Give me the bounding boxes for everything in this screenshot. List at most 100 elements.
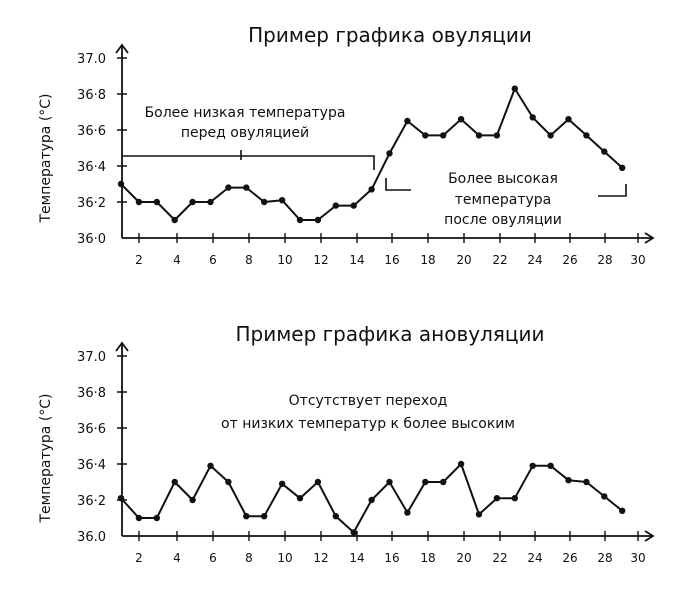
- y-tick-label: 36·2: [77, 196, 106, 211]
- x-tick-label: 24: [527, 253, 542, 267]
- x-tick-label: 18: [420, 253, 435, 267]
- temperature-series: [117, 85, 626, 224]
- data-point: [243, 513, 250, 520]
- x-tick-label: 8: [245, 551, 253, 565]
- x-tick-label: 30: [630, 551, 645, 565]
- x-tick-label: 26: [562, 253, 577, 267]
- x-tick-label: 22: [492, 253, 507, 267]
- data-point: [493, 495, 501, 502]
- x-tick-label: 20: [456, 253, 471, 267]
- chart-title: Пример графика ановуляции: [235, 322, 544, 346]
- x-tick-labels: 2 4 6 8 10 12 14 16 18 20 22 24 26 28 30: [135, 253, 645, 267]
- data-point: [511, 85, 518, 92]
- annotation-text: перед овуляцией: [181, 125, 309, 141]
- ovulation-chart: Пример графика овуляции Температура (°С)…: [38, 23, 655, 267]
- y-tick-label: 36.0: [77, 530, 106, 545]
- y-tick-labels: 36·0 36·2 36·4 36·6 36·8 37.0: [77, 52, 106, 247]
- data-point: [583, 478, 590, 486]
- data-point: [135, 198, 143, 206]
- x-tick-label: 14: [349, 551, 364, 565]
- anovulation-chart: Пример графика ановуляции Температура (°…: [38, 322, 655, 565]
- data-point: [475, 511, 483, 518]
- temperature-series: [117, 460, 626, 536]
- data-point: [511, 495, 518, 502]
- data-point: [332, 202, 339, 209]
- x-tick-label: 16: [384, 253, 399, 267]
- data-point: [565, 116, 572, 123]
- annotation-bracket-left: [385, 178, 411, 191]
- data-point: [296, 495, 304, 502]
- annotation-text: от низких температур к более высоким: [221, 416, 515, 432]
- data-point: [619, 507, 626, 514]
- axes: [115, 43, 655, 244]
- x-tick-label: 2: [135, 253, 143, 267]
- data-point: [314, 478, 322, 486]
- data-point: [601, 493, 608, 500]
- data-point: [261, 198, 268, 206]
- y-tick-label: 36·6: [77, 124, 106, 139]
- data-point: [457, 116, 465, 123]
- data-point: [171, 478, 178, 486]
- y-tick-label: 36·0: [77, 232, 106, 247]
- annotation-text: Отсутствует переход: [289, 393, 448, 409]
- data-point: [189, 496, 196, 504]
- data-point: [493, 132, 501, 139]
- annotation-bracket: [122, 150, 375, 170]
- x-tick-label: 12: [313, 253, 328, 267]
- x-tick-label: 20: [456, 551, 471, 565]
- axes: [115, 341, 655, 542]
- data-point: [350, 202, 357, 209]
- data-point: [261, 513, 268, 520]
- data-point: [547, 462, 554, 469]
- data-point: [189, 198, 196, 206]
- x-tick-label: 30: [630, 253, 645, 267]
- x-tick-label: 6: [209, 551, 217, 565]
- y-tick-label: 36·6: [77, 422, 106, 437]
- data-point: [225, 184, 232, 191]
- data-point: [153, 514, 160, 522]
- data-point: [207, 462, 214, 469]
- data-point: [529, 462, 536, 469]
- data-point: [547, 132, 554, 139]
- data-point: [207, 198, 214, 206]
- x-tick-label: 22: [492, 551, 507, 565]
- data-point: [368, 496, 375, 504]
- data-point: [386, 150, 393, 157]
- data-point: [565, 477, 572, 484]
- x-axis-ticks: [138, 233, 639, 243]
- x-tick-labels: 2 4 6 8 10 12 14 16 18 20 22 24 26 28 30: [135, 551, 645, 565]
- data-point: [422, 478, 429, 486]
- data-point: [368, 186, 375, 193]
- y-axis: [115, 43, 129, 238]
- x-tick-label: 6: [209, 253, 217, 267]
- data-point: [583, 132, 590, 139]
- data-point: [601, 148, 608, 155]
- x-tick-label: 16: [384, 551, 399, 565]
- annotation-high: Более высокая температура после овуляции: [385, 171, 627, 228]
- data-point: [296, 216, 304, 224]
- y-axis: [115, 341, 129, 536]
- y-axis-label: Температура (°С): [38, 393, 54, 523]
- y-tick-labels: 36.0 36·2 36·4 36·6 36·8 37.0: [77, 350, 106, 545]
- annotation-text: температура: [455, 192, 551, 208]
- data-point: [404, 117, 411, 125]
- chart-title: Пример графика овуляции: [248, 23, 532, 47]
- data-point: [278, 197, 286, 204]
- data-point: [475, 132, 483, 139]
- data-point: [314, 216, 322, 224]
- x-tick-label: 24: [527, 551, 542, 565]
- x-tick-label: 14: [349, 253, 364, 267]
- x-axis: [122, 530, 655, 542]
- annotation-text: после овуляции: [444, 212, 562, 228]
- y-tick-label: 36·8: [77, 386, 106, 401]
- data-point: [619, 164, 626, 171]
- x-tick-label: 10: [277, 551, 292, 565]
- annotation-low: Более низкая температура перед овуляцией: [122, 105, 375, 170]
- y-tick-label: 36·4: [77, 458, 106, 473]
- data-point: [117, 495, 125, 502]
- data-point: [278, 480, 286, 487]
- y-axis-label: Температура (°С): [38, 93, 54, 223]
- x-tick-label: 18: [420, 551, 435, 565]
- data-point: [171, 216, 178, 224]
